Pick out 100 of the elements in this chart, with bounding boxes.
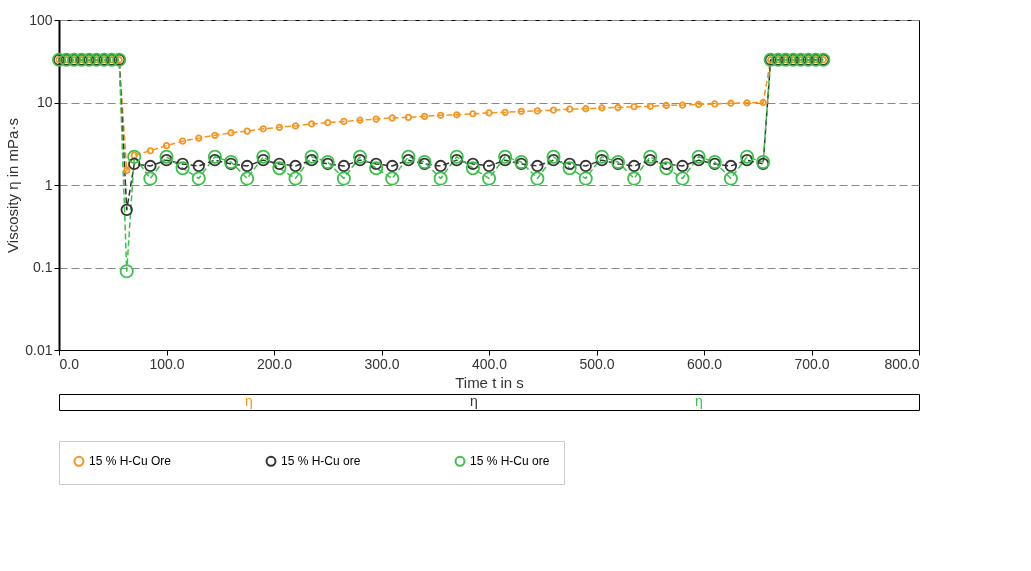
point bbox=[353, 154, 367, 167]
point bbox=[449, 149, 464, 164]
x-tick-label: 700.0 bbox=[794, 355, 830, 372]
point bbox=[272, 161, 287, 176]
text: η bbox=[470, 393, 478, 409]
point bbox=[485, 109, 493, 117]
point bbox=[340, 117, 348, 126]
point bbox=[630, 103, 638, 111]
point bbox=[356, 116, 364, 124]
point bbox=[594, 149, 609, 164]
point bbox=[352, 149, 368, 164]
text: η bbox=[695, 393, 703, 409]
point bbox=[211, 131, 219, 139]
y-tick-label: 1 bbox=[44, 176, 53, 193]
point bbox=[660, 157, 673, 171]
point bbox=[740, 154, 754, 167]
y-tick-label: 0.1 bbox=[33, 259, 53, 275]
point bbox=[401, 149, 416, 164]
point bbox=[546, 149, 561, 164]
point bbox=[336, 171, 351, 186]
point bbox=[627, 159, 641, 173]
point bbox=[562, 161, 577, 176]
point bbox=[159, 149, 174, 164]
point bbox=[160, 154, 173, 167]
point bbox=[436, 111, 445, 119]
point bbox=[678, 101, 687, 109]
point bbox=[659, 161, 674, 176]
point bbox=[288, 171, 303, 186]
point bbox=[275, 123, 284, 131]
point bbox=[143, 171, 158, 186]
y-tick-label: 100 bbox=[29, 11, 53, 28]
x-tick-label: 400.0 bbox=[471, 355, 508, 372]
point bbox=[676, 159, 689, 173]
point bbox=[598, 104, 606, 112]
point bbox=[465, 161, 480, 176]
point bbox=[176, 157, 189, 171]
legend-label: 15 % H-Cu Ore bbox=[89, 454, 172, 469]
x-tick-label: 100.0 bbox=[149, 355, 185, 372]
point bbox=[146, 147, 155, 155]
y-axis-title: Viscosity η in mPa·s bbox=[4, 118, 22, 253]
point bbox=[305, 154, 318, 167]
point bbox=[498, 154, 512, 167]
point bbox=[582, 105, 590, 113]
point bbox=[162, 142, 171, 150]
point bbox=[481, 171, 497, 186]
x-tick-label: 300.0 bbox=[364, 355, 400, 372]
point bbox=[724, 159, 738, 173]
point bbox=[759, 98, 767, 107]
point bbox=[372, 115, 380, 123]
point bbox=[579, 159, 592, 173]
point bbox=[128, 157, 141, 171]
point bbox=[530, 171, 545, 186]
point bbox=[369, 157, 383, 171]
point bbox=[743, 99, 751, 107]
y-tick-label: 10 bbox=[36, 94, 53, 110]
legend-label: 15 % H-Cu ore bbox=[281, 454, 361, 469]
point bbox=[402, 154, 415, 167]
point bbox=[191, 171, 206, 186]
point bbox=[208, 154, 222, 167]
x-tick-label: 500.0 bbox=[579, 355, 615, 372]
point bbox=[469, 110, 477, 118]
point bbox=[627, 171, 642, 186]
point bbox=[578, 171, 593, 186]
point bbox=[240, 159, 254, 173]
point bbox=[643, 149, 658, 164]
point bbox=[291, 122, 300, 130]
point bbox=[120, 203, 133, 216]
x-tick-label: 600.0 bbox=[686, 355, 723, 372]
point bbox=[337, 159, 351, 173]
point bbox=[711, 100, 719, 108]
point bbox=[675, 171, 690, 186]
point bbox=[691, 149, 706, 164]
point bbox=[450, 154, 463, 167]
point bbox=[207, 149, 222, 164]
point bbox=[240, 171, 255, 186]
x-tick-label: 800.0 bbox=[884, 355, 920, 372]
point bbox=[273, 157, 286, 171]
y-tick-label: 0.01 bbox=[25, 341, 53, 358]
point bbox=[388, 114, 396, 122]
point bbox=[178, 137, 187, 145]
point bbox=[256, 149, 271, 164]
point bbox=[420, 112, 429, 120]
text: η bbox=[245, 393, 253, 409]
legend-label: 15 % H-Cu ore bbox=[470, 454, 550, 469]
point bbox=[723, 171, 738, 186]
point bbox=[127, 149, 142, 164]
point bbox=[563, 157, 576, 171]
point bbox=[547, 154, 560, 167]
point bbox=[385, 171, 400, 186]
point bbox=[549, 106, 558, 114]
x-axis-title: Time t in s bbox=[455, 373, 524, 391]
point bbox=[324, 119, 332, 127]
point bbox=[227, 129, 235, 137]
point bbox=[144, 159, 157, 173]
point bbox=[404, 113, 413, 122]
point bbox=[531, 159, 544, 173]
point bbox=[739, 149, 755, 164]
point bbox=[386, 159, 399, 173]
point bbox=[662, 101, 671, 110]
point bbox=[175, 161, 190, 176]
